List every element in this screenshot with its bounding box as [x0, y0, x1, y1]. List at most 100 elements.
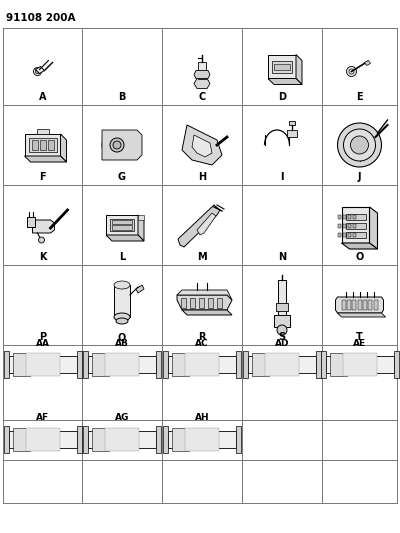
Bar	[265, 353, 299, 376]
Polygon shape	[26, 217, 34, 227]
Text: AD: AD	[275, 338, 289, 348]
Polygon shape	[268, 54, 296, 78]
Text: AE: AE	[353, 338, 366, 348]
Ellipse shape	[113, 141, 121, 149]
Bar	[76, 351, 82, 378]
Bar	[28, 138, 56, 152]
Bar	[252, 353, 269, 376]
Bar	[342, 233, 346, 237]
Circle shape	[38, 237, 44, 243]
Bar	[12, 353, 30, 376]
Bar	[110, 219, 134, 231]
Ellipse shape	[114, 281, 130, 289]
Bar	[168, 356, 236, 373]
Polygon shape	[60, 134, 66, 162]
Bar	[181, 298, 186, 308]
Polygon shape	[287, 130, 297, 137]
Polygon shape	[342, 243, 378, 249]
Bar	[236, 351, 241, 378]
Bar	[168, 431, 236, 448]
Bar	[112, 220, 132, 224]
Circle shape	[344, 129, 376, 161]
Polygon shape	[268, 78, 302, 85]
Bar	[342, 224, 346, 228]
Polygon shape	[192, 135, 212, 157]
Text: B: B	[118, 92, 126, 102]
Bar	[208, 298, 213, 308]
Circle shape	[338, 123, 382, 167]
Bar	[105, 428, 139, 451]
Text: M: M	[197, 252, 207, 262]
Bar	[272, 61, 292, 72]
Text: T: T	[356, 332, 363, 342]
Bar	[163, 351, 168, 378]
Text: A: A	[39, 92, 46, 102]
Bar	[243, 351, 248, 378]
Bar	[346, 232, 366, 238]
Bar	[88, 356, 156, 373]
Bar	[330, 353, 346, 376]
Text: E: E	[356, 92, 363, 102]
Text: AH: AH	[195, 414, 209, 423]
Bar	[105, 353, 139, 376]
Bar	[4, 426, 8, 453]
Text: AB: AB	[115, 338, 129, 348]
Bar	[185, 428, 219, 451]
Polygon shape	[296, 54, 302, 85]
Polygon shape	[374, 300, 378, 310]
Bar	[248, 356, 316, 373]
Bar	[326, 356, 394, 373]
Text: R: R	[198, 332, 206, 342]
Bar	[338, 215, 340, 219]
Bar	[199, 298, 204, 308]
Bar	[338, 233, 340, 237]
Polygon shape	[363, 300, 367, 310]
Polygon shape	[36, 67, 44, 74]
Text: L: L	[119, 252, 125, 262]
Bar	[352, 215, 356, 219]
Text: F: F	[39, 172, 46, 182]
Bar	[26, 353, 60, 376]
Ellipse shape	[110, 138, 124, 152]
Polygon shape	[364, 61, 370, 66]
Bar	[48, 140, 54, 150]
Polygon shape	[338, 313, 386, 317]
Bar	[92, 353, 109, 376]
Bar	[40, 140, 46, 150]
Circle shape	[36, 69, 40, 74]
Bar	[276, 303, 288, 311]
Circle shape	[34, 68, 42, 76]
Polygon shape	[177, 290, 232, 300]
Bar	[156, 426, 161, 453]
Bar	[342, 215, 346, 219]
Polygon shape	[24, 156, 66, 162]
Polygon shape	[178, 205, 220, 247]
Text: I: I	[280, 172, 284, 182]
Bar	[348, 233, 350, 237]
Polygon shape	[197, 213, 216, 235]
Ellipse shape	[102, 137, 112, 153]
Polygon shape	[342, 207, 370, 243]
Bar	[198, 61, 206, 78]
Bar	[83, 351, 88, 378]
Text: S: S	[278, 332, 286, 342]
Bar	[12, 428, 30, 451]
Polygon shape	[106, 215, 138, 235]
Text: J: J	[358, 172, 361, 182]
Bar	[342, 353, 376, 376]
Polygon shape	[342, 300, 346, 310]
Polygon shape	[102, 130, 142, 160]
Bar	[352, 224, 356, 228]
Ellipse shape	[125, 137, 135, 153]
Bar	[138, 215, 144, 220]
Polygon shape	[177, 295, 232, 310]
Text: 91108 200A: 91108 200A	[6, 13, 76, 23]
Bar	[185, 353, 219, 376]
Polygon shape	[182, 125, 222, 165]
Polygon shape	[182, 310, 232, 315]
Bar	[172, 353, 189, 376]
Circle shape	[350, 136, 368, 154]
Polygon shape	[32, 220, 54, 233]
Text: P: P	[39, 332, 46, 342]
Polygon shape	[138, 215, 144, 241]
